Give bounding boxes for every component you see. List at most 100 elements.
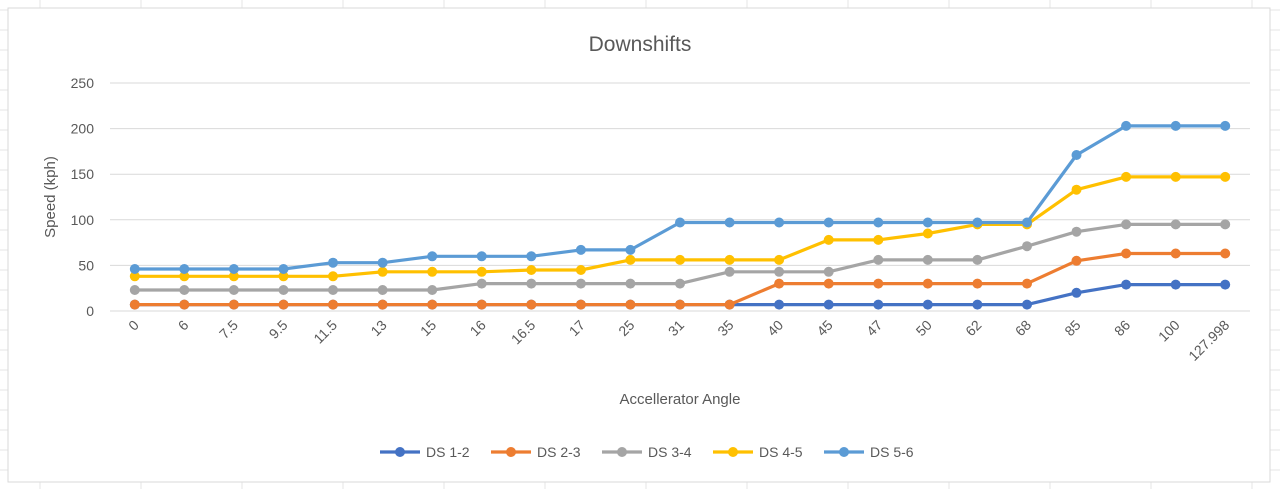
series-point [1220,171,1231,182]
gridlines [110,82,1250,312]
series-point [1170,219,1181,230]
series-point [328,285,338,295]
series-point [823,234,834,245]
series-point [1071,226,1082,237]
series-point [972,278,983,289]
series-point [625,244,636,255]
series-point [625,278,636,289]
series-point [526,299,537,310]
series-point [873,234,884,245]
series-point [922,228,933,239]
legend-swatch-marker [839,447,849,457]
legend-label: DS 5-6 [870,444,914,460]
series-point [526,251,537,262]
series-point [179,271,190,282]
legend-swatch-marker [728,447,738,457]
legend-swatch-marker [395,447,405,457]
series-point [625,299,636,310]
series-point [228,271,239,282]
series-point [427,285,438,295]
series-layer [129,120,1231,310]
y-tick-label: 200 [71,121,95,137]
series-point [377,257,388,268]
series-point [526,278,537,289]
series-point [1170,120,1181,131]
series-point [1071,255,1082,266]
series-point [427,266,438,277]
series-point [1071,184,1082,195]
series-point [675,278,685,289]
series-point [823,278,834,289]
series-point [129,271,140,282]
series-point [972,299,983,310]
series-point [774,278,785,289]
series-point [823,299,834,310]
series-point [328,271,338,282]
series-point [675,254,685,265]
series-point [1022,278,1032,289]
series-point [328,299,338,310]
series-point [476,278,487,289]
series-point [1170,248,1181,259]
y-tick-label: 0 [86,303,94,319]
series-point [724,254,735,265]
legend: DS 1-2 DS 2-3 DS 3-4 DS 4-5 DS 5-6 [380,444,914,460]
series-point [129,285,140,295]
series-point [724,217,735,228]
series-point [129,264,140,274]
series-point [575,278,586,289]
series-point [228,299,239,310]
series-point [1121,248,1132,259]
series-point [1022,241,1032,252]
series-point [1170,171,1181,182]
chart-title: Downshifts [589,33,692,56]
series-point [427,299,438,310]
y-axis-tick-labels: 0 50 100 150 200 250 [71,75,95,319]
series-point [179,285,190,295]
series-point [1022,299,1032,310]
series-point [476,299,487,310]
series-point [1220,248,1231,259]
series-point [922,217,933,228]
series-point [278,299,289,310]
series-point [1121,171,1132,182]
series-point [873,299,884,310]
series-point [1220,219,1231,230]
y-tick-label: 150 [71,166,95,182]
series-point [1022,217,1032,228]
series-point [922,278,933,289]
y-tick-label: 50 [78,257,94,273]
x-axis-label: Accellerator Angle [620,391,741,408]
legend-label: DS 1-2 [426,444,470,460]
series-point [1121,279,1132,290]
series-point [228,264,239,274]
series-point [575,299,586,310]
series-point [922,254,933,265]
series-point [476,266,487,277]
series-point [972,217,983,228]
series-point [922,299,933,310]
series-point [675,299,685,310]
series-point [129,299,140,310]
series-point [476,251,487,262]
series-point [526,265,537,275]
series-point [1121,120,1132,131]
series-point [724,266,735,277]
series-point [873,278,884,289]
y-tick-label: 100 [71,212,95,228]
series-point [1071,287,1082,298]
series-point [1121,219,1132,230]
legend-label: DS 3-4 [648,444,692,460]
series-point [823,266,834,277]
series-point [675,217,685,228]
y-axis-label: Speed (kph) [42,156,59,238]
legend-label: DS 4-5 [759,444,803,460]
series-point [873,254,884,265]
series-point [774,254,785,265]
series-point [823,217,834,228]
series-point [1220,279,1231,290]
series-point [575,244,586,255]
legend-swatch-marker [617,447,627,457]
